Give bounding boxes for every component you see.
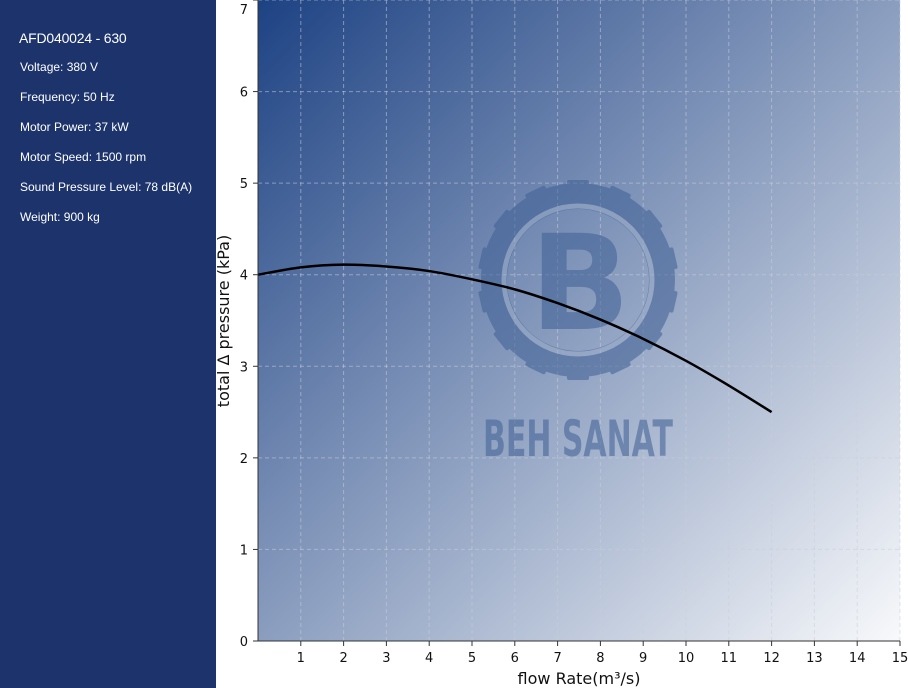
x-tick-label: 8 <box>596 651 604 666</box>
x-tick-label: 6 <box>511 651 519 666</box>
logo-letter: B <box>530 207 631 361</box>
x-tick-label: 3 <box>382 651 390 666</box>
y-tick-label: 7 <box>240 3 248 18</box>
y-tick-label: 2 <box>240 452 248 467</box>
grid <box>258 0 901 641</box>
x-tick-label: 1 <box>297 651 305 666</box>
x-tick-label: 2 <box>339 651 347 666</box>
spec-voltage: Voltage: 380 V <box>20 60 99 74</box>
y-tick-label: 4 <box>240 269 248 284</box>
x-tick-label: 7 <box>553 651 561 666</box>
y-tick-label: 3 <box>240 360 248 375</box>
spec-sound-pressure: Sound Pressure Level: 78 dB(A) <box>20 180 193 194</box>
spec-frequency: Frequency: 50 Hz <box>20 90 115 104</box>
product-info-panel: AFD040024 - 630 Voltage: 380 V Frequency… <box>0 0 216 688</box>
product-title: AFD040024 - 630 <box>19 30 127 46</box>
spec-motor-power: Motor Power: 37 kW <box>20 120 129 134</box>
x-tick-label: 14 <box>849 651 866 666</box>
y-axis-label: total Δ pressure (kPa) <box>214 235 233 407</box>
plot-background <box>258 0 900 641</box>
x-tick-label: 12 <box>763 651 780 666</box>
y-tick-label: 6 <box>240 86 248 101</box>
performance-curve <box>257 263 773 414</box>
spec-motor-speed: Motor Speed: 1500 rpm <box>20 150 147 164</box>
x-tick-label: 4 <box>425 651 433 666</box>
brand-name: BEH SANAT <box>483 410 673 468</box>
brand-watermark: B BEH SANAT <box>478 180 678 468</box>
y-tick-label: 0 <box>240 635 248 650</box>
x-tick-label: 11 <box>721 651 738 666</box>
y-tick-label: 1 <box>240 543 248 558</box>
x-tick-label: 5 <box>468 651 476 666</box>
x-tick-label: 9 <box>639 651 647 666</box>
x-tick-label: 15 <box>892 651 908 666</box>
x-axis-label: flow Rate(m³/s) <box>518 669 641 688</box>
x-tick-label: 10 <box>678 651 695 666</box>
x-tick-label: 13 <box>806 651 823 666</box>
y-tick-label: 5 <box>240 177 248 192</box>
spec-weight: Weight: 900 kg <box>20 210 100 224</box>
